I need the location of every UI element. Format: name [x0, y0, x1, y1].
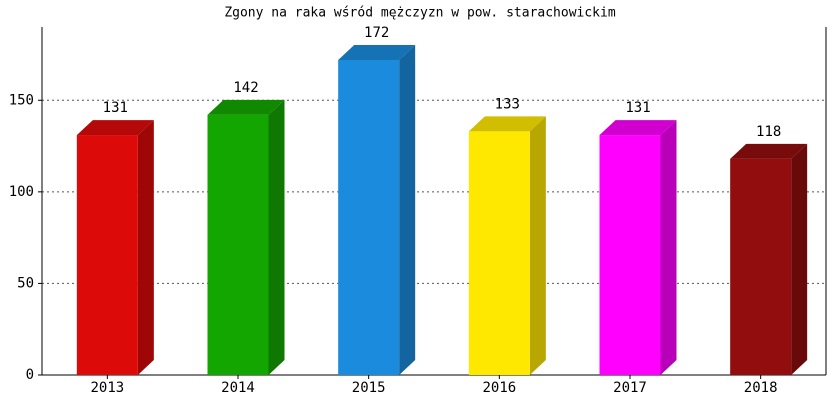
bar-side [660, 120, 677, 375]
bar-side [137, 120, 154, 375]
bar [207, 114, 269, 376]
y-tick-label: 0 [26, 367, 34, 383]
x-tick-label: 2017 [613, 380, 647, 396]
bar-top [468, 116, 546, 132]
chart-title: Zgony na raka wśród mężczyzn w pow. star… [224, 6, 616, 21]
y-tick-label: 100 [9, 184, 34, 200]
bar-side [399, 44, 416, 376]
bar-top [76, 120, 154, 136]
value-label: 131 [625, 100, 650, 116]
y-tick-label: 50 [17, 275, 34, 291]
bar [730, 158, 792, 375]
bar [76, 135, 138, 375]
bar-top [599, 120, 677, 136]
value-label: 133 [495, 96, 520, 112]
x-tick-label: 2015 [352, 380, 386, 396]
bar-top [338, 44, 416, 60]
value-label: 142 [233, 80, 258, 96]
bar [599, 135, 661, 375]
x-tick-label: 2013 [90, 380, 124, 396]
bar-top [730, 143, 808, 159]
bar-top [207, 99, 285, 115]
bar [338, 59, 400, 376]
value-label: 118 [756, 124, 781, 140]
bar [468, 131, 530, 375]
x-tick-label: 2014 [221, 380, 255, 396]
bar-side [268, 99, 285, 376]
value-label: 131 [103, 100, 128, 116]
x-tick-label: 2016 [482, 380, 516, 396]
bar-side [529, 116, 546, 376]
y-tick-label: 150 [9, 92, 34, 108]
x-tick-label: 2018 [744, 380, 778, 396]
value-label: 172 [364, 25, 389, 41]
bar-side [791, 143, 808, 375]
